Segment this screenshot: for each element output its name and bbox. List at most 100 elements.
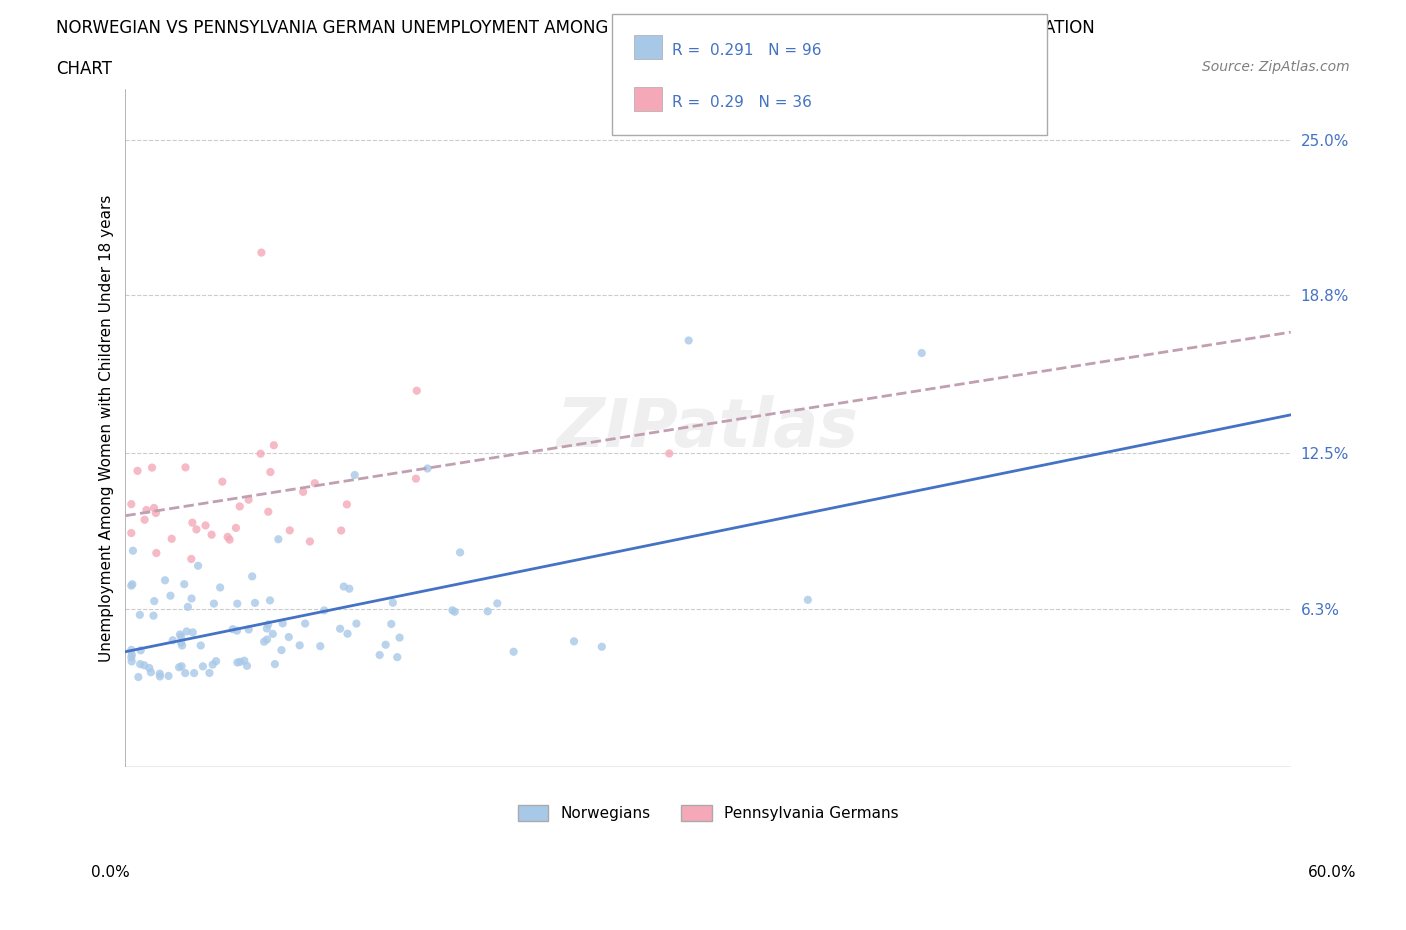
Text: Source: ZipAtlas.com: Source: ZipAtlas.com [1202,60,1350,74]
Point [167,660,190,675]
Point [145,546,167,561]
Point [562,634,585,649]
Point [120,650,142,665]
Text: R =  0.291   N = 96: R = 0.291 N = 96 [672,43,821,58]
Point [264,657,287,671]
Point [218,532,240,547]
Point [288,638,311,653]
Point [222,622,245,637]
Point [387,650,409,665]
Point [186,522,208,537]
Point [170,635,193,650]
Point [127,670,149,684]
Point [143,500,166,515]
Point [658,446,681,461]
Point [330,523,353,538]
Point [233,653,256,668]
Point [181,625,204,640]
Point [298,534,321,549]
Text: NORWEGIAN VS PENNSYLVANIA GERMAN UNEMPLOYMENT AMONG WOMEN WITH CHILDREN UNDER 18: NORWEGIAN VS PENNSYLVANIA GERMAN UNEMPLO… [56,19,1095,36]
Point [202,596,225,611]
Point [337,581,360,596]
Point [134,658,156,672]
Point [250,246,273,260]
Point [253,634,276,649]
Point [145,506,167,521]
Point [236,658,259,673]
Point [225,521,247,536]
Point [381,595,404,610]
Point [159,589,181,604]
Text: 60.0%: 60.0% [1309,865,1357,880]
Point [176,624,198,639]
Point [217,529,239,544]
Y-axis label: Unemployment Among Women with Children Under 18 years: Unemployment Among Women with Children U… [100,194,114,662]
Point [127,463,149,478]
Point [181,515,204,530]
Point [128,607,150,622]
Point [441,603,464,618]
Point [194,518,217,533]
Point [121,577,143,591]
Point [477,604,499,618]
Point [141,460,163,475]
Point [257,504,280,519]
Text: R =  0.29   N = 36: R = 0.29 N = 36 [672,95,811,110]
Point [120,578,142,593]
Point [271,616,294,631]
Point [259,593,281,608]
Point [173,577,195,591]
Point [314,603,336,618]
Point [405,472,427,486]
Point [226,655,249,670]
Point [405,383,427,398]
Point [486,596,509,611]
Point [294,616,316,631]
Point [797,592,820,607]
Point [374,637,396,652]
Point [135,502,157,517]
Point [238,492,260,507]
Point [201,658,224,672]
Point [256,621,278,636]
Text: CHART: CHART [56,60,112,78]
Point [160,531,183,546]
Point [149,669,172,684]
Point [226,623,249,638]
Point [243,595,266,610]
Point [170,630,193,644]
Point [187,558,209,573]
Point [336,626,359,641]
Point [120,643,142,658]
Legend: Norwegians, Pennsylvania Germans: Norwegians, Pennsylvania Germans [512,799,904,828]
Point [368,647,391,662]
Point [226,596,249,611]
Point [278,523,301,538]
Point [120,497,142,512]
Point [198,666,221,681]
Point [180,591,202,606]
Point [162,632,184,647]
Point [121,654,143,669]
Point [134,512,156,527]
Point [304,476,326,491]
Point [292,485,315,499]
Point [153,573,176,588]
Point [388,631,411,645]
Point [129,657,152,671]
Point [591,639,613,654]
Point [238,622,260,637]
Point [343,468,366,483]
Point [329,621,352,636]
Text: ZIPatlas: ZIPatlas [557,395,859,461]
Point [205,654,228,669]
Point [336,497,359,512]
Point [157,669,180,684]
Point [129,643,152,658]
Point [416,461,439,476]
Point [257,617,280,631]
Point [174,460,197,475]
Point [138,660,160,675]
Point [172,638,194,653]
Point [344,617,367,631]
